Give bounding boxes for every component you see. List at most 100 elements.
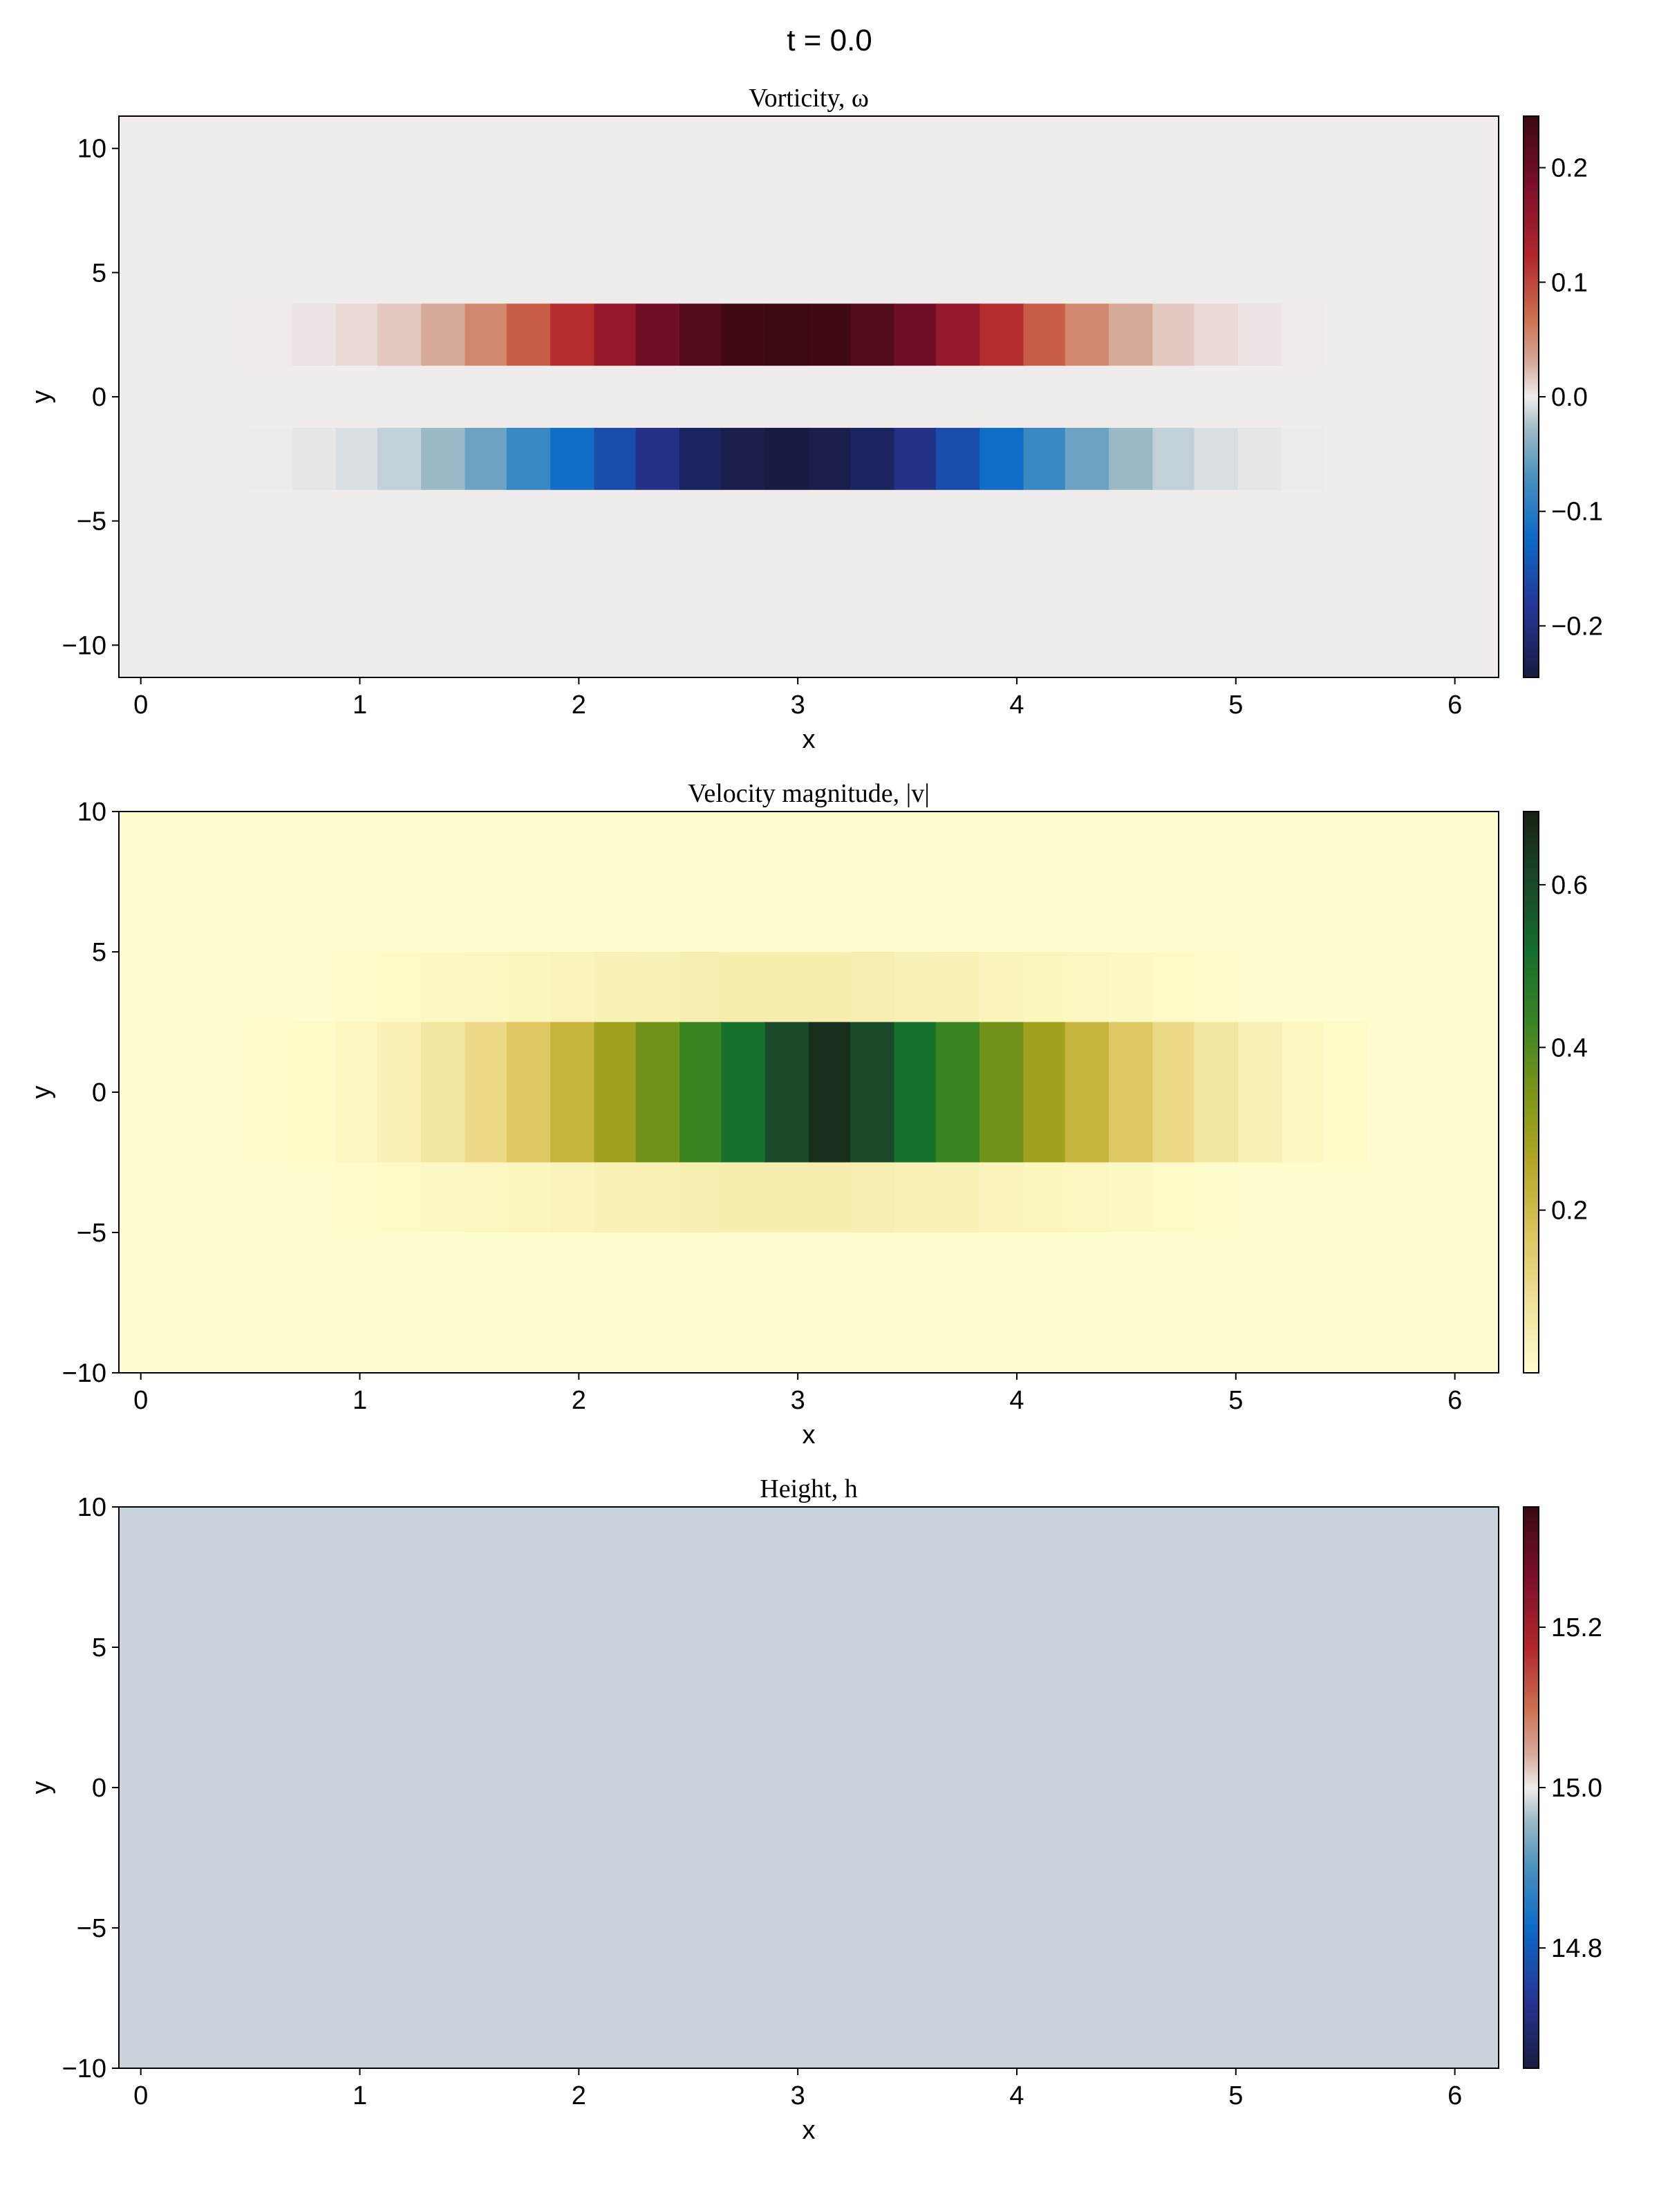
heatmap-cell <box>1237 952 1282 1022</box>
y-tick-label: 0 <box>92 383 106 412</box>
heatmap-cell <box>1194 303 1239 366</box>
heatmap-cell <box>335 952 378 1022</box>
x-tick-label: 6 <box>1447 2081 1462 2110</box>
heatmap-cell <box>850 952 895 1022</box>
heatmap-cell <box>247 952 292 1022</box>
heatmap-cell <box>421 1022 466 1163</box>
heatmap-cell <box>1109 952 1153 1022</box>
heatmap-cell <box>721 1162 766 1232</box>
heatmap-cell <box>980 952 1024 1022</box>
heatmap-cell <box>1109 427 1153 490</box>
heatmap-cell <box>335 303 378 366</box>
heatmap-cell <box>1109 1022 1153 1163</box>
heatmap-cell <box>850 427 895 490</box>
x-tick-label: 4 <box>1009 2081 1024 2110</box>
y-axis-label: y <box>27 1781 56 1794</box>
heatmap-background <box>119 116 1499 677</box>
y-tick-label: 0 <box>92 1078 106 1107</box>
x-tick-label: 2 <box>572 1386 586 1415</box>
heatmap-cell <box>809 1022 851 1163</box>
x-axis-label: x <box>803 2116 816 2145</box>
heatmap-cell <box>377 1162 422 1232</box>
heatmap-cell <box>1152 303 1195 366</box>
heatmap-cell <box>1109 1162 1153 1232</box>
y-tick-label: −10 <box>62 1359 106 1388</box>
x-tick-label: 0 <box>133 1386 148 1415</box>
y-tick-label: −5 <box>77 1914 106 1943</box>
y-tick-label: −5 <box>77 507 106 536</box>
heatmap-cell <box>292 1022 337 1163</box>
heatmap-cell <box>594 952 637 1022</box>
panel-title: Velocity magnitude, |v| <box>688 779 930 808</box>
heatmap-cell <box>894 427 937 490</box>
x-tick-label: 2 <box>572 2081 586 2110</box>
heatmap-cell <box>506 303 551 366</box>
heatmap-cell <box>1282 1162 1324 1232</box>
heatmap-cell <box>1323 952 1368 1022</box>
heatmap-cell <box>1237 1022 1282 1163</box>
heatmap-cell <box>1282 303 1324 366</box>
colorbar-tick-label: 0.6 <box>1551 871 1588 900</box>
colorbar-tick-label: 0.0 <box>1551 383 1588 412</box>
heatmap-cell <box>894 1162 937 1232</box>
heatmap-cell <box>1023 1162 1066 1232</box>
heatmap-cell <box>721 952 766 1022</box>
x-tick-label: 1 <box>353 2081 367 2110</box>
y-axis-label: y <box>27 1086 56 1099</box>
colorbar-tick-label: 14.8 <box>1551 1934 1602 1963</box>
heatmap-cell <box>765 427 809 490</box>
heatmap-cell <box>550 1162 595 1232</box>
heatmap-cell <box>465 427 507 490</box>
heatmap-cell <box>1323 427 1368 490</box>
heatmap-cell <box>421 952 466 1022</box>
colorbar-tick-label: 0.1 <box>1551 268 1588 297</box>
heatmap-cell <box>635 303 680 366</box>
x-tick-label: 2 <box>572 691 586 720</box>
heatmap-cell <box>1023 1022 1066 1163</box>
heatmap-cell <box>506 952 551 1022</box>
heatmap-cell <box>1152 1162 1195 1232</box>
heatmap-cell <box>721 303 766 366</box>
heatmap-cell <box>550 303 595 366</box>
heatmap-cell <box>1152 427 1195 490</box>
x-tick-label: 5 <box>1228 2081 1243 2110</box>
heatmap-cell <box>1065 1022 1109 1163</box>
heatmap-cell <box>935 1022 980 1163</box>
heatmap-cell <box>980 1022 1024 1163</box>
heatmap-cell <box>594 427 637 490</box>
y-tick-label: −5 <box>77 1219 106 1248</box>
y-tick-label: −10 <box>62 631 106 660</box>
x-tick-label: 4 <box>1009 691 1024 720</box>
x-tick-label: 4 <box>1009 1386 1024 1415</box>
heatmap-cell <box>980 1162 1024 1232</box>
heatmap-cell <box>1237 303 1282 366</box>
heatmap-cell <box>894 303 937 366</box>
heatmap-cell <box>850 303 895 366</box>
heatmap-cell <box>1152 952 1195 1022</box>
heatmap-cell <box>550 1022 595 1163</box>
heatmap-cell <box>679 427 722 490</box>
panel-title: Height, h <box>760 1474 857 1503</box>
heatmap-cell <box>635 427 680 490</box>
heatmap-cell <box>765 303 809 366</box>
heatmap-cell <box>721 1022 766 1163</box>
heatmap-cell <box>377 303 422 366</box>
heatmap-cell <box>465 1022 507 1163</box>
heatmap-cell <box>465 303 507 366</box>
heatmap-cell <box>850 1022 895 1163</box>
heatmap-cell <box>594 303 637 366</box>
heatmap-cell <box>765 1022 809 1163</box>
panel-title: Vorticity, ω <box>749 84 869 113</box>
x-tick-label: 0 <box>133 2081 148 2110</box>
y-tick-label: 5 <box>92 938 106 967</box>
heatmap-cell <box>1065 1162 1109 1232</box>
colorbar-tick-label: 0.2 <box>1551 154 1588 183</box>
y-tick-label: 5 <box>92 259 106 288</box>
y-tick-label: −10 <box>62 2054 106 2083</box>
heatmap-cell <box>247 303 292 366</box>
heatmap-cell <box>679 1022 722 1163</box>
heatmap-cell <box>809 303 851 366</box>
heatmap-cell <box>335 1162 378 1232</box>
x-tick-label: 3 <box>791 2081 805 2110</box>
